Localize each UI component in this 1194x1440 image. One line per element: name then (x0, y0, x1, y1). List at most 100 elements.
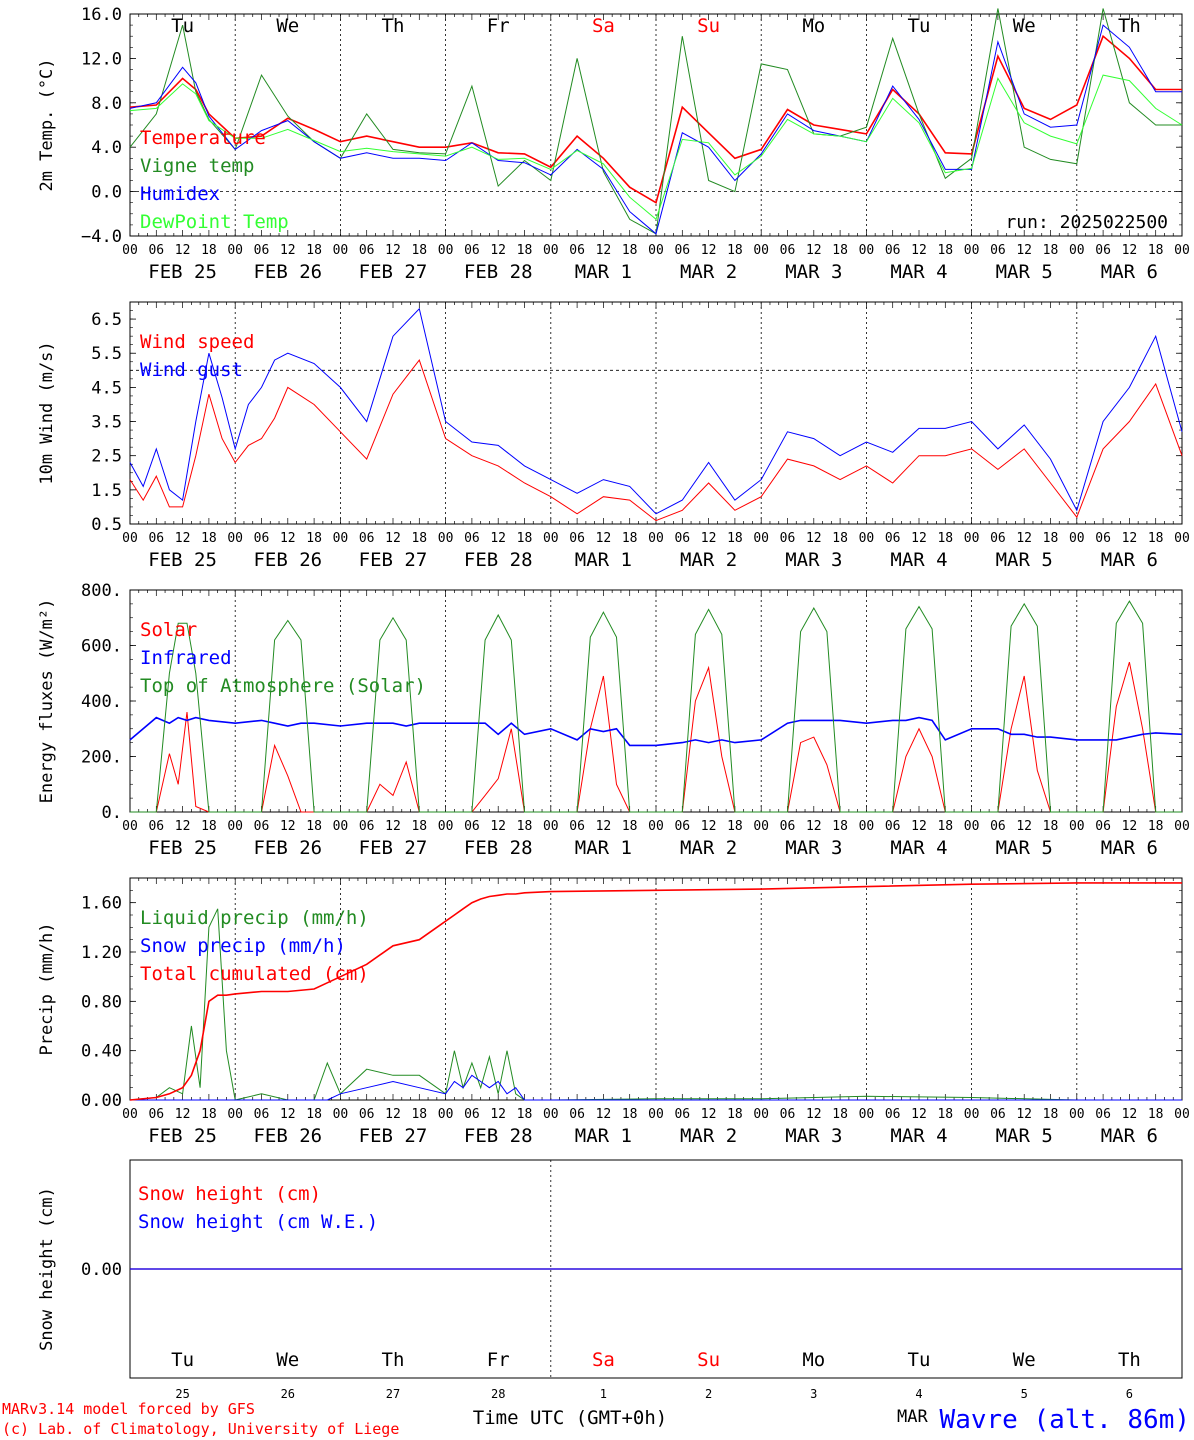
y-tick-label: −4.0 (81, 227, 122, 247)
y-axis-label: Snow height (cm) (37, 1187, 57, 1351)
y-tick-label: 400. (81, 692, 122, 712)
hour-tick-label: 00 (333, 1107, 349, 1122)
y-tick-label: 6.5 (91, 310, 122, 330)
hour-tick-label: 06 (885, 243, 901, 258)
weekday-label: Sa (592, 15, 615, 37)
hour-tick-label: 06 (254, 243, 270, 258)
date-label: MAR 3 (785, 837, 842, 859)
legend-entry: Snow height (cm) (138, 1183, 321, 1205)
hour-tick-label: 06 (990, 1107, 1006, 1122)
date-label: MAR 5 (996, 261, 1053, 283)
weekday-label: Tu (171, 1349, 194, 1371)
hour-tick-label: 06 (464, 243, 480, 258)
date-label: MAR 1 (575, 261, 632, 283)
hour-tick-label: 18 (306, 1107, 322, 1122)
hour-tick-label: 12 (806, 243, 822, 258)
series-line-4-2 (130, 1074, 1182, 1101)
hour-tick-label: 00 (227, 1107, 243, 1122)
series-line-1-1 (129, 34, 1182, 204)
hour-tick-label: 00 (648, 819, 664, 834)
hour-tick-label: 18 (201, 1107, 217, 1122)
hour-tick-label: 18 (727, 243, 743, 258)
hour-tick-label: 12 (385, 531, 401, 546)
hour-tick-label: 00 (964, 1107, 980, 1122)
hour-tick-label: 00 (122, 243, 138, 258)
date-label: MAR 1 (575, 837, 632, 859)
hour-tick-label: 00 (543, 1107, 559, 1122)
hour-tick-label: 12 (701, 243, 717, 258)
day-number-label: 26 (281, 1387, 295, 1401)
day-number-label: 25 (175, 1387, 189, 1401)
hour-tick-label: 00 (753, 243, 769, 258)
hour-tick-label: 12 (280, 531, 296, 546)
hour-tick-label: 18 (517, 531, 533, 546)
hour-tick-label: 06 (780, 819, 796, 834)
hour-tick-label: 12 (1016, 243, 1032, 258)
hour-tick-label: 12 (596, 243, 612, 258)
weekday-label: Fr (487, 15, 510, 37)
hour-tick-label: 12 (385, 1107, 401, 1122)
hour-tick-label: 12 (1016, 531, 1032, 546)
legend-entry: Vigne temp (140, 155, 254, 177)
hour-tick-label: 18 (832, 243, 848, 258)
hour-tick-label: 18 (1043, 1107, 1059, 1122)
legend-entry: Top of Atmosphere (Solar) (140, 675, 426, 697)
hour-tick-label: 00 (1174, 531, 1190, 546)
hour-tick-label: 00 (964, 819, 980, 834)
series-line-3-2 (129, 716, 1183, 747)
date-label: MAR 4 (890, 837, 947, 859)
hour-tick-label: 00 (333, 531, 349, 546)
hour-tick-label: 18 (727, 531, 743, 546)
hour-tick-label: 18 (727, 819, 743, 834)
y-tick-label: 8.0 (91, 94, 122, 114)
hour-tick-label: 00 (859, 243, 875, 258)
hour-tick-label: 12 (596, 1107, 612, 1122)
date-label: MAR 2 (680, 1125, 737, 1147)
hour-tick-label: 06 (885, 819, 901, 834)
y-tick-label: 1.20 (81, 943, 122, 963)
hour-tick-label: 18 (306, 819, 322, 834)
hour-tick-label: 00 (227, 243, 243, 258)
hour-tick-label: 00 (859, 819, 875, 834)
date-label: MAR 6 (1101, 261, 1158, 283)
hour-tick-label: 00 (122, 531, 138, 546)
hour-tick-label: 12 (806, 1107, 822, 1122)
hour-tick-label: 00 (648, 531, 664, 546)
hour-tick-label: 06 (254, 819, 270, 834)
hour-tick-label: 06 (885, 531, 901, 546)
hour-tick-label: 06 (254, 531, 270, 546)
series-line-2-2 (129, 307, 1183, 515)
hour-tick-label: 06 (359, 531, 375, 546)
date-label: FEB 27 (359, 1125, 428, 1147)
legend-entry: Infrared (140, 647, 232, 669)
weekday-label: We (1013, 15, 1036, 37)
hour-tick-label: 18 (517, 1107, 533, 1122)
hour-tick-label: 00 (438, 531, 454, 546)
day-number-label: 2 (705, 1387, 712, 1401)
y-tick-label: 1.5 (91, 481, 122, 501)
day-number-label: 6 (1126, 1387, 1133, 1401)
hour-tick-label: 18 (622, 819, 638, 834)
hour-tick-label: 00 (859, 1107, 875, 1122)
legend-entry: Liquid precip (mm/h) (140, 907, 369, 929)
hour-tick-label: 00 (438, 243, 454, 258)
date-label: FEB 25 (148, 549, 217, 571)
series-line-2-1 (129, 359, 1183, 522)
date-label: FEB 25 (148, 837, 217, 859)
hour-tick-label: 06 (148, 819, 164, 834)
hour-tick-label: 00 (964, 243, 980, 258)
series-line-1-2 (129, 8, 1182, 235)
hour-tick-label: 12 (1122, 1107, 1138, 1122)
series-line-1-4 (129, 74, 1183, 221)
date-label: MAR 5 (996, 549, 1053, 571)
hour-tick-label: 06 (464, 531, 480, 546)
date-label: MAR 4 (890, 261, 947, 283)
hour-tick-label: 18 (622, 243, 638, 258)
hour-tick-label: 12 (701, 1107, 717, 1122)
hour-tick-label: 06 (148, 531, 164, 546)
weekday-label: Th (382, 15, 405, 37)
weekday-label: Tu (171, 15, 194, 37)
hour-tick-label: 12 (385, 819, 401, 834)
hour-tick-label: 12 (490, 819, 506, 834)
